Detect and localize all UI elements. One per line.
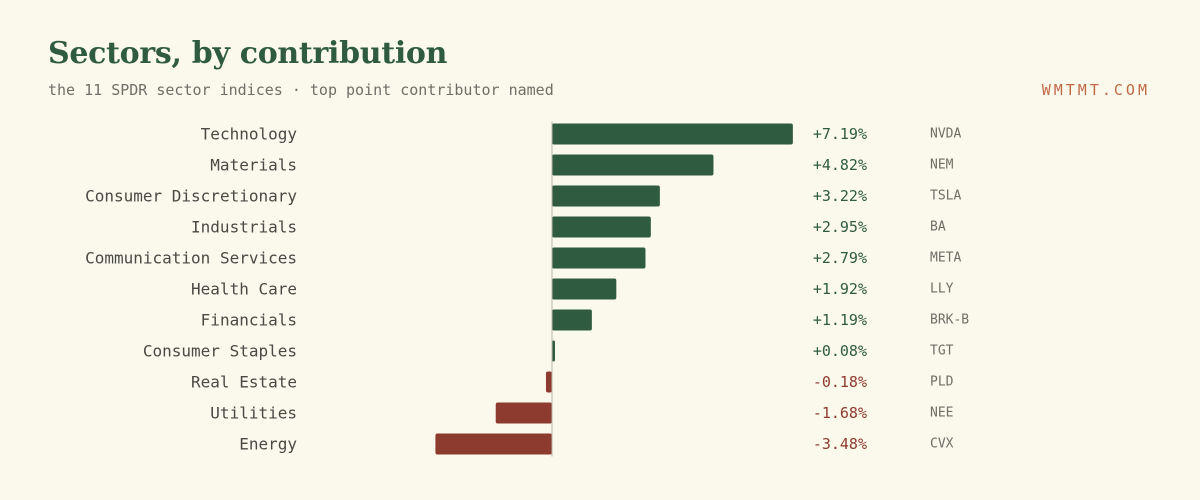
category-label: Energy [239, 435, 297, 454]
bar [545, 371, 552, 393]
contributor-ticker: BRK-B [930, 313, 969, 328]
category-label: Materials [210, 156, 297, 175]
value-label: +4.82% [813, 156, 867, 174]
brand-watermark[interactable]: WMTMT.COM [1041, 81, 1150, 99]
category-label: Health Care [191, 280, 297, 299]
bar [552, 185, 660, 207]
contributor-ticker: NEE [930, 406, 953, 421]
category-label: Consumer Discretionary [85, 187, 297, 206]
value-label: -3.48% [813, 435, 867, 453]
contributor-ticker: PLD [930, 375, 954, 390]
category-label: Industrials [191, 218, 297, 237]
category-label: Real Estate [191, 373, 297, 392]
chart-subtitle: the 11 SPDR sector indices · top point c… [48, 81, 554, 99]
contributor-ticker: CVX [930, 437, 954, 452]
bar-chart: Technology +7.19% NVDA Materials +4.82% NEM Co… [85, 121, 969, 457]
bar [552, 309, 592, 331]
bar [552, 247, 646, 269]
contributor-ticker: LLY [930, 282, 954, 297]
category-label: Technology [201, 125, 298, 144]
bar [552, 154, 714, 176]
category-label: Utilities [210, 404, 297, 423]
value-label: +3.22% [813, 187, 867, 205]
value-label: +1.92% [813, 280, 867, 298]
contributor-ticker: NVDA [930, 127, 961, 142]
value-label: +0.08% [813, 342, 867, 360]
chart-title: Sectors, by contribution [48, 36, 448, 71]
contributor-ticker: NEM [930, 158, 954, 173]
category-label: Communication Services [85, 249, 297, 268]
value-label: +2.95% [813, 218, 867, 236]
value-label: -0.18% [813, 373, 867, 391]
bar [552, 216, 651, 238]
bar [552, 123, 793, 145]
bar [435, 433, 552, 455]
category-label: Consumer Staples [143, 342, 297, 361]
value-label: -1.68% [813, 404, 867, 422]
bar [495, 402, 552, 424]
contributor-ticker: BA [930, 220, 946, 235]
value-label: +7.19% [813, 125, 867, 143]
bar [552, 340, 555, 362]
contributor-ticker: META [930, 251, 961, 266]
contributor-ticker: TGT [930, 344, 954, 359]
value-label: +2.79% [813, 249, 867, 267]
bar [552, 278, 617, 300]
value-label: +1.19% [813, 311, 867, 329]
contributor-ticker: TSLA [930, 189, 961, 204]
category-label: Financials [201, 311, 297, 330]
